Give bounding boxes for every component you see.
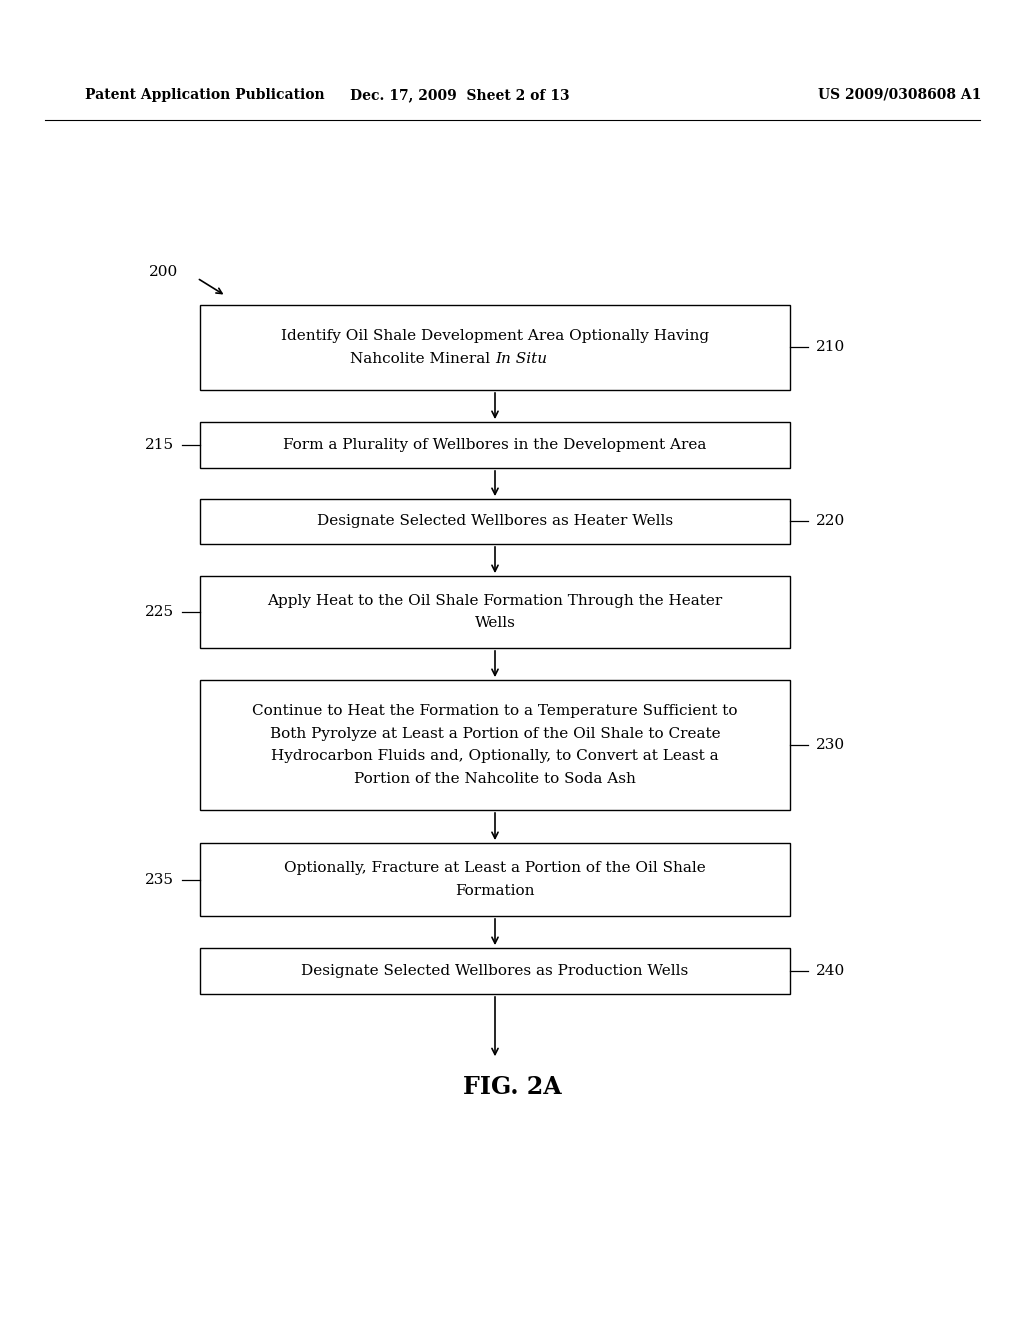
- FancyBboxPatch shape: [200, 499, 790, 544]
- Text: 210: 210: [815, 341, 845, 355]
- Text: Optionally, Fracture at Least a Portion of the Oil Shale: Optionally, Fracture at Least a Portion …: [284, 861, 706, 875]
- FancyBboxPatch shape: [200, 422, 790, 469]
- FancyBboxPatch shape: [200, 843, 790, 916]
- Text: 215: 215: [145, 438, 174, 451]
- Text: Designate Selected Wellbores as Production Wells: Designate Selected Wellbores as Producti…: [301, 964, 688, 978]
- Text: Designate Selected Wellbores as Heater Wells: Designate Selected Wellbores as Heater W…: [317, 515, 673, 528]
- Text: Apply Heat to the Oil Shale Formation Through the Heater: Apply Heat to the Oil Shale Formation Th…: [267, 594, 723, 607]
- Text: 235: 235: [145, 873, 174, 887]
- Text: 200: 200: [148, 265, 178, 279]
- Text: 240: 240: [815, 964, 845, 978]
- Text: Hydrocarbon Fluids and, Optionally, to Convert at Least a: Hydrocarbon Fluids and, Optionally, to C…: [271, 750, 719, 763]
- Text: 230: 230: [815, 738, 845, 752]
- Text: Portion of the Nahcolite to Soda Ash: Portion of the Nahcolite to Soda Ash: [354, 772, 636, 785]
- Text: Wells: Wells: [474, 616, 515, 630]
- FancyBboxPatch shape: [200, 948, 790, 994]
- FancyBboxPatch shape: [200, 305, 790, 389]
- Text: Dec. 17, 2009  Sheet 2 of 13: Dec. 17, 2009 Sheet 2 of 13: [350, 88, 569, 102]
- Text: FIG. 2A: FIG. 2A: [463, 1074, 561, 1100]
- Text: 220: 220: [815, 515, 845, 528]
- Text: In Situ: In Situ: [495, 351, 547, 366]
- Text: Nahcolite Mineral: Nahcolite Mineral: [350, 351, 495, 366]
- FancyBboxPatch shape: [200, 576, 790, 648]
- Text: Formation: Formation: [456, 883, 535, 898]
- FancyBboxPatch shape: [200, 680, 790, 810]
- Text: 225: 225: [145, 605, 174, 619]
- Text: Continue to Heat the Formation to a Temperature Sufficient to: Continue to Heat the Formation to a Temp…: [252, 705, 737, 718]
- Text: Both Pyrolyze at Least a Portion of the Oil Shale to Create: Both Pyrolyze at Least a Portion of the …: [269, 727, 720, 741]
- Text: Patent Application Publication: Patent Application Publication: [85, 88, 325, 102]
- Text: Identify Oil Shale Development Area Optionally Having: Identify Oil Shale Development Area Opti…: [281, 329, 709, 343]
- Text: Form a Plurality of Wellbores in the Development Area: Form a Plurality of Wellbores in the Dev…: [284, 438, 707, 451]
- Text: US 2009/0308608 A1: US 2009/0308608 A1: [818, 88, 982, 102]
